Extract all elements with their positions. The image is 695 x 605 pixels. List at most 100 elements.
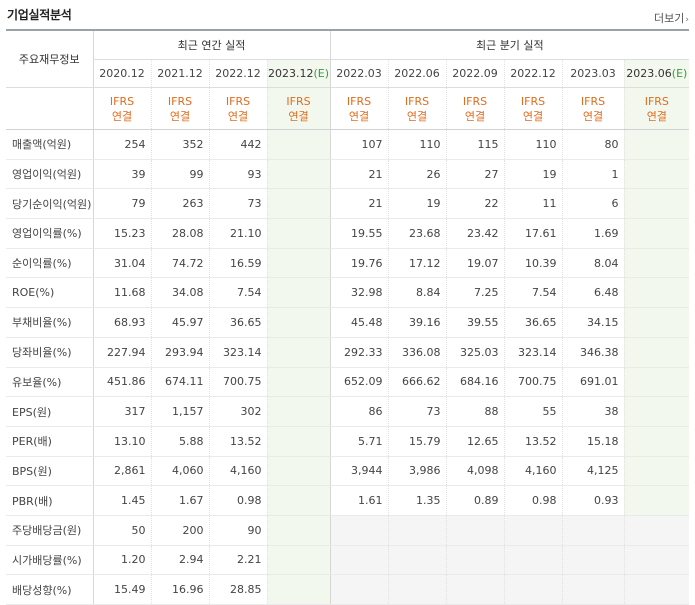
quarter-value-cell: 17.12	[387, 248, 447, 279]
quarter-value-cell	[623, 277, 690, 309]
period-label: 2020.12	[99, 67, 145, 80]
ifrs-label: IFRS	[225, 94, 251, 108]
quarter-value-cell	[623, 129, 690, 160]
quarter-value-cell: 10.39	[503, 248, 563, 279]
consolidated-label: 연결	[348, 109, 370, 123]
quarter-value-cell: 1.61	[329, 485, 389, 516]
row-label: BPS(원)	[6, 456, 93, 487]
annual-value-cell: 352	[150, 129, 209, 160]
quarter-value-cell: 110	[503, 129, 563, 160]
estimate-mark: (E)	[671, 67, 688, 80]
annual-value-cell: 2.21	[208, 545, 267, 576]
estimate-mark: (E)	[313, 67, 330, 80]
quarter-period-header: 2022.12	[503, 59, 563, 88]
consolidated-label: 연결	[111, 109, 133, 123]
annual-value-cell: 293.94	[150, 337, 209, 368]
ifrs-basis-header: IFRS 연결	[387, 87, 447, 130]
annual-value-cell	[266, 396, 331, 427]
quarter-value-cell: 107	[329, 129, 389, 160]
ifrs-basis-header: IFRS 연결	[266, 87, 331, 130]
quarter-value-cell: 336.08	[387, 337, 447, 368]
consolidated-label: 연결	[288, 109, 309, 123]
quarter-value-cell: 0.89	[445, 485, 505, 516]
row-label: 영업이익률(%)	[6, 218, 93, 249]
table-row: 매출액(억원) 254 352 442 107 110 115 110 80	[6, 129, 690, 160]
annual-value-cell: 323.14	[208, 337, 267, 368]
quarter-value-cell: 6	[561, 188, 625, 220]
quarter-value-cell: 19.55	[329, 218, 389, 249]
annual-value-cell: 200	[150, 514, 209, 546]
period-label: 2022.09	[452, 67, 498, 80]
quarter-value-cell: 26	[387, 159, 447, 190]
ifrs-basis-header: IFRS 연결	[92, 87, 151, 130]
annual-value-cell: 45.97	[150, 307, 209, 338]
consolidated-label: 연결	[169, 109, 191, 123]
consolidated-label: 연결	[227, 109, 249, 123]
row-label: 영업이익(억원)	[6, 159, 93, 190]
row-label: 당기순이익(억원)	[6, 188, 93, 220]
quarter-value-cell: 13.52	[503, 426, 563, 457]
ifrs-label: IFRS	[462, 94, 488, 108]
quarter-value-cell	[623, 426, 690, 457]
quarter-value-cell: 34.15	[561, 307, 625, 338]
annual-value-cell: 4,160	[208, 456, 267, 487]
quarter-group-header: 최근 분기 실적	[329, 30, 690, 60]
annual-period-header: 2021.12	[150, 59, 209, 88]
ifrs-basis-header: IFRS 연결	[623, 87, 690, 130]
annual-value-cell	[266, 277, 331, 309]
quarter-value-cell: 19.76	[329, 248, 389, 279]
table-row: PER(배) 13.10 5.88 13.52 5.71 15.79 12.65 13.52 1…	[6, 426, 690, 457]
table-row: 시가배당률(%) 1.20 2.94 2.21	[6, 545, 690, 576]
annual-value-cell	[266, 159, 331, 190]
ifrs-row-spacer	[6, 87, 93, 130]
quarter-value-cell: 115	[445, 129, 505, 160]
period-label: 2023.03	[570, 67, 616, 80]
quarter-value-cell	[623, 337, 690, 368]
quarter-period-header: 2022.09	[445, 59, 505, 88]
ifrs-label: IFRS	[580, 94, 606, 108]
row-label: 유보율(%)	[6, 367, 93, 398]
quarter-value-cell: 6.48	[561, 277, 625, 309]
annual-value-cell: 227.94	[92, 337, 151, 368]
table-row: 주당배당금(원) 50 200 90	[6, 514, 690, 546]
annual-value-cell: 451.86	[92, 367, 151, 398]
quarter-value-cell: 39.55	[445, 307, 505, 338]
quarter-value-cell: 1.69	[561, 218, 625, 249]
quarter-value-cell: 691.01	[561, 367, 625, 398]
annual-value-cell: 254	[92, 129, 151, 160]
annual-value-cell: 2.94	[150, 545, 209, 576]
annual-value-cell	[266, 456, 331, 487]
table-row: 부채비율(%) 68.93 45.97 36.65 45.48 39.16 39.55 36.…	[6, 307, 690, 338]
quarter-value-cell	[503, 545, 563, 576]
ifrs-label: IFRS	[286, 94, 311, 108]
row-label: PBR(배)	[6, 485, 93, 516]
table-row: 당기순이익(억원) 79 263 73 21 19 22 11 6	[6, 188, 690, 220]
annual-value-cell: 700.75	[208, 367, 267, 398]
quarter-value-cell: 15.18	[561, 426, 625, 457]
table-row: 영업이익률(%) 15.23 28.08 21.10 19.55 23.68 23.42 17…	[6, 218, 690, 249]
quarter-value-cell: 700.75	[503, 367, 563, 398]
more-link[interactable]: 더보기›	[654, 10, 689, 26]
quarter-value-cell: 1	[561, 159, 625, 190]
quarter-value-cell	[623, 159, 690, 190]
ifrs-basis-header: IFRS 연결	[150, 87, 209, 130]
quarter-value-cell	[623, 545, 690, 576]
quarter-period-header: 2022.03	[329, 59, 389, 88]
annual-value-cell: 4,060	[150, 456, 209, 487]
quarter-value-cell: 39.16	[387, 307, 447, 338]
quarter-value-cell: 17.61	[503, 218, 563, 249]
annual-value-cell	[266, 485, 331, 516]
annual-value-cell: 39	[92, 159, 151, 190]
annual-value-cell: 2,861	[92, 456, 151, 487]
section-title: 기업실적분석	[7, 8, 72, 22]
period-label: 2021.12	[157, 67, 203, 80]
quarter-value-cell: 346.38	[561, 337, 625, 368]
row-label: 시가배당률(%)	[6, 545, 93, 576]
quarter-value-cell: 8.04	[561, 248, 625, 279]
annual-value-cell: 1.45	[92, 485, 151, 516]
row-label: PER(배)	[6, 426, 93, 457]
annual-value-cell: 99	[150, 159, 209, 190]
row-label: 부채비율(%)	[6, 307, 93, 338]
annual-value-cell	[266, 129, 331, 160]
more-link-label: 더보기	[654, 12, 685, 25]
